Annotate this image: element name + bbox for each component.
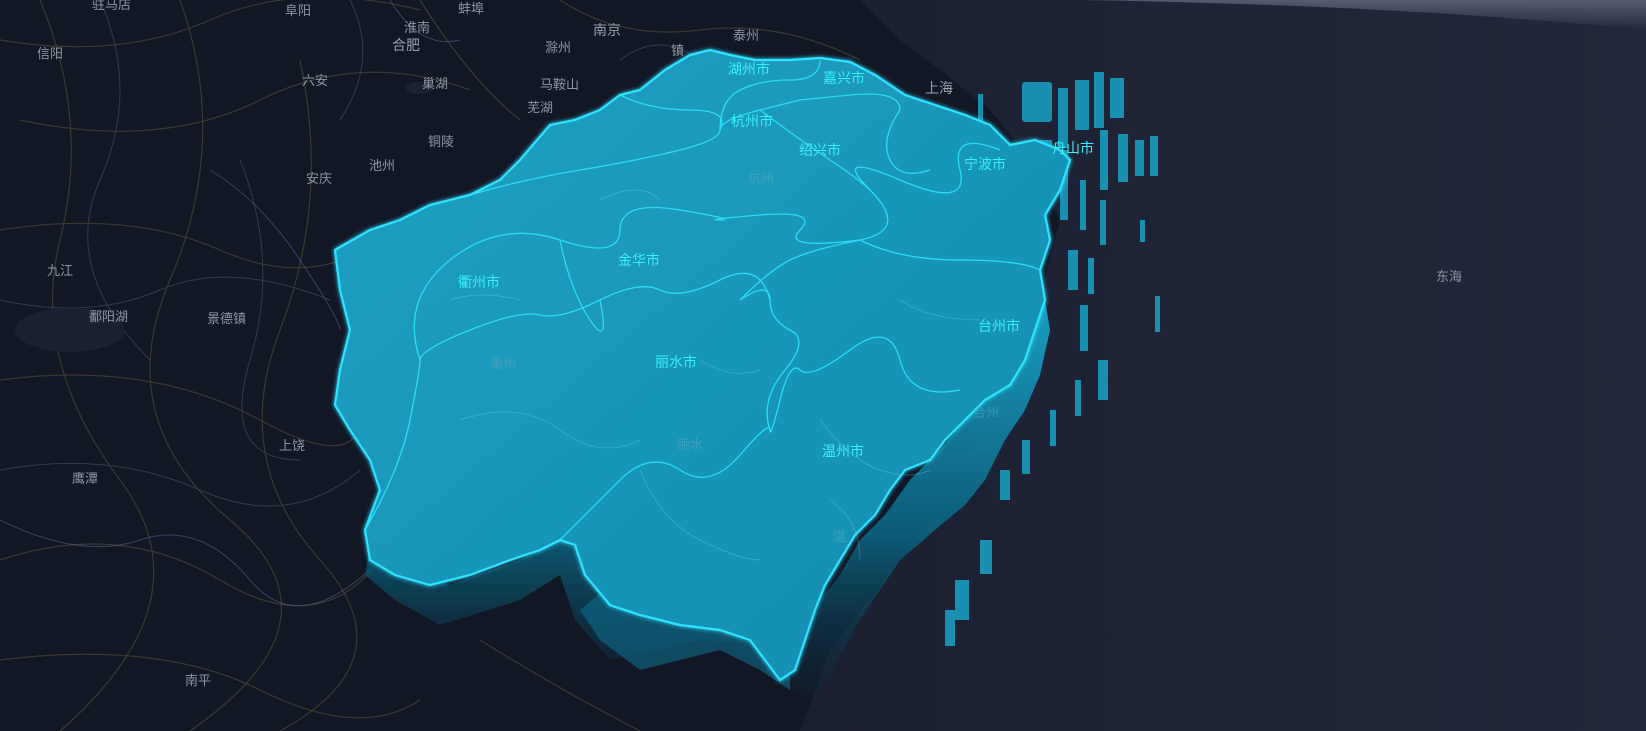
basemap-label-shangrao: 上饶 bbox=[279, 439, 305, 454]
city-label-quzhou[interactable]: 衢州市 bbox=[458, 274, 500, 291]
basemap-label-fuyang: 阜阳 bbox=[285, 3, 311, 19]
basemap-label-maanshan: 马鞍山 bbox=[540, 77, 579, 93]
city-label-hangzhou[interactable]: 杭州市 bbox=[731, 113, 773, 130]
faint-label-hangzhou: 杭州 bbox=[748, 172, 774, 187]
horizon-glow bbox=[1080, 0, 1646, 30]
basemap-label-zhumadian: 驻马店 bbox=[92, 0, 131, 13]
basemap-label-hefei: 合肥 bbox=[392, 38, 420, 54]
basemap-label-taizhou-js: 泰州 bbox=[733, 29, 759, 44]
sea-area bbox=[800, 0, 1646, 731]
faint-label-lishui: 丽水 bbox=[677, 438, 703, 453]
zhejiang-top-surface[interactable] bbox=[333, 48, 1072, 682]
basemap-label-jiujiang: 九江 bbox=[47, 264, 73, 279]
city-label-jiaxing[interactable]: 嘉兴市 bbox=[823, 70, 865, 87]
basemap-label-jingdezhen: 景德镇 bbox=[207, 312, 246, 327]
city-label-ningbo[interactable]: 宁波市 bbox=[964, 156, 1006, 173]
basemap-label-huainan: 淮南 bbox=[404, 20, 430, 36]
basemap-label-anqing: 安庆 bbox=[306, 172, 332, 187]
city-label-huzhou[interactable]: 湖州市 bbox=[728, 61, 770, 78]
city-label-jinhua[interactable]: 金华市 bbox=[618, 252, 660, 269]
basemap-label-xinyang: 信阳 bbox=[37, 47, 63, 62]
county-boundaries bbox=[449, 189, 981, 561]
basemap-labels: 驻马店 阜阳 蚌埠 南京 信阳 淮南 合肥 滁州 泰州 镇 六安 巢湖 马鞍山 … bbox=[37, 0, 1462, 689]
faint-label-wenzhou: 温 bbox=[833, 530, 846, 545]
basemap-label-tongling: 铜陵 bbox=[428, 135, 454, 150]
basemap-label-wuhu: 芜湖 bbox=[527, 101, 553, 116]
city-label-zhoushan[interactable]: 舟山市 bbox=[1052, 140, 1094, 157]
basemap-label-nanjing: 南京 bbox=[593, 23, 621, 39]
basemap-label-bengbu: 蚌埠 bbox=[458, 2, 484, 17]
faint-label-taizhou: 台州 bbox=[973, 406, 999, 421]
basemap-label-chaohu: 巢湖 bbox=[422, 77, 448, 92]
city-labels: 湖州市 嘉兴市 杭州市 绍兴市 舟山市 宁波市 衢州市 金华市 台州市 丽水市 … bbox=[458, 61, 1094, 460]
faint-label-quzhou: 衢州 bbox=[490, 357, 516, 372]
poyang-lake bbox=[15, 308, 125, 352]
basemap-label-chizhou: 池州 bbox=[369, 159, 395, 174]
basemap-label-donghai: 东海 bbox=[1436, 270, 1462, 285]
basemap-label-shanghai: 上海 bbox=[925, 81, 953, 97]
basemap-label-poyanghu: 鄱阳湖 bbox=[89, 310, 128, 325]
basemap-label-chuzhou: 滁州 bbox=[545, 40, 571, 56]
city-boundaries bbox=[364, 59, 1041, 541]
city-label-wenzhou[interactable]: 温州市 bbox=[822, 443, 864, 460]
city-label-lishui[interactable]: 丽水市 bbox=[655, 354, 697, 371]
basemap-label-luan: 六安 bbox=[302, 74, 328, 89]
chaohu-lake bbox=[406, 82, 434, 94]
basemap-label-zhen: 镇 bbox=[671, 44, 684, 59]
basemap-roads bbox=[0, 0, 861, 731]
city-label-shaoxing[interactable]: 绍兴市 bbox=[799, 142, 841, 159]
basemap-label-yingtan: 鹰潭 bbox=[72, 471, 98, 487]
city-label-taizhou[interactable]: 台州市 bbox=[978, 318, 1020, 335]
faint-labels: 丽水 台州 衢州 杭州 温 bbox=[490, 172, 999, 545]
basemap-label-nanping: 南平 bbox=[185, 673, 211, 689]
